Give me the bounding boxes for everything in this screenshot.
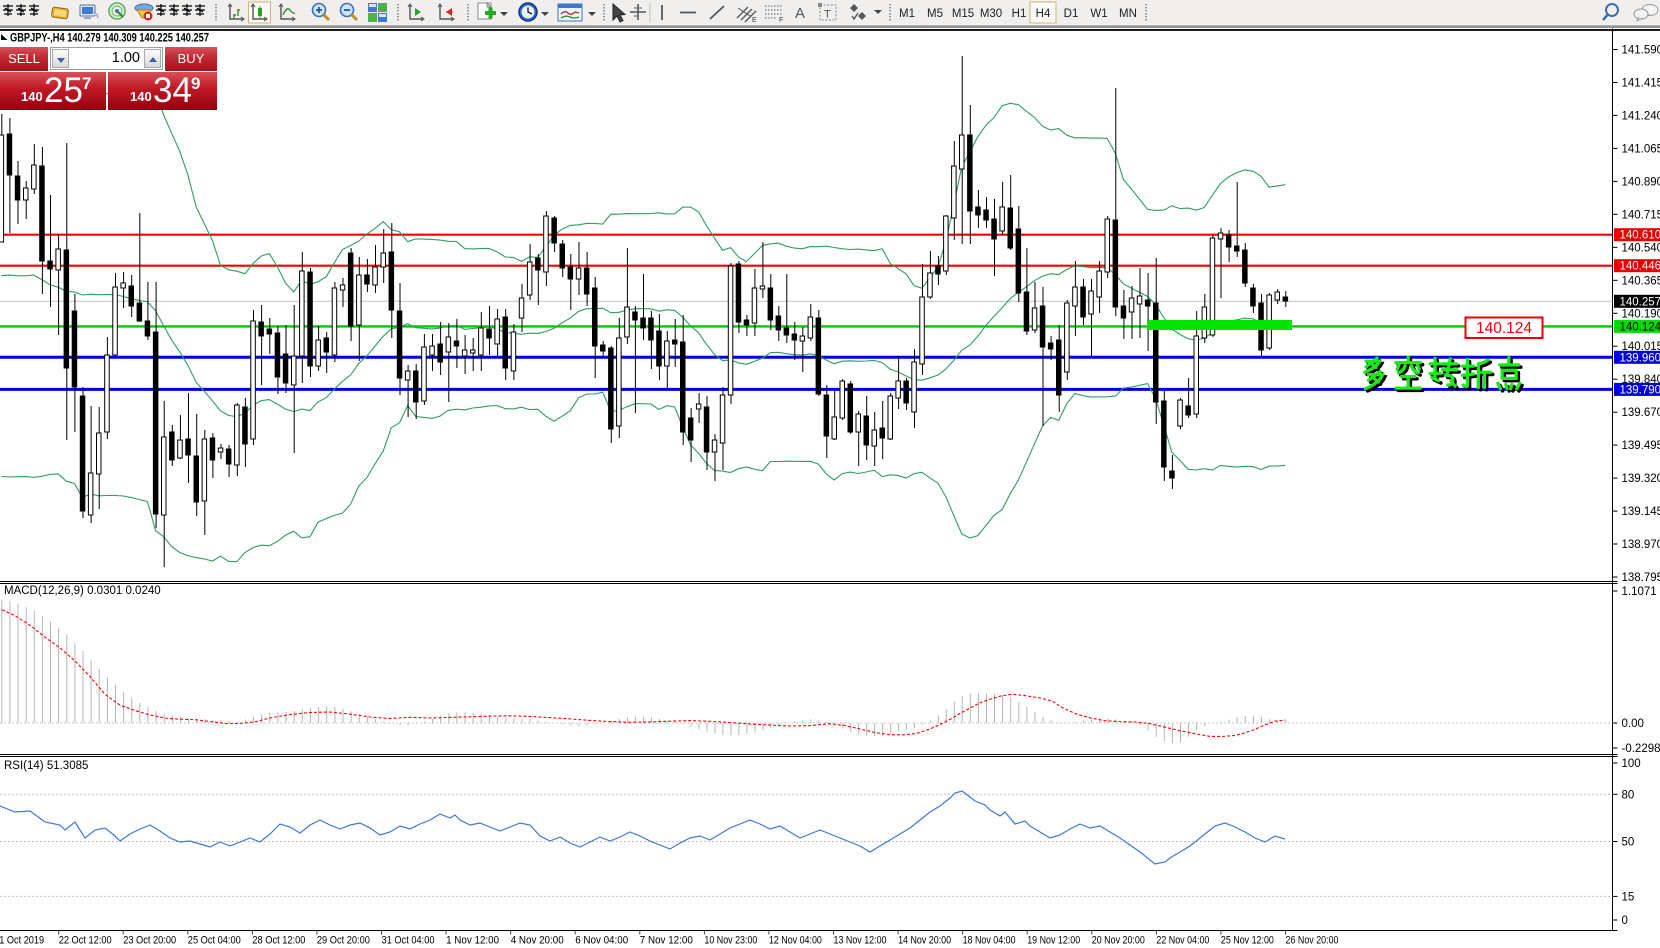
svg-text:18 Nov 04:00: 18 Nov 04:00 bbox=[963, 935, 1016, 947]
svg-text:4 Nov 20:00: 4 Nov 20:00 bbox=[511, 935, 564, 947]
svg-text:M15: M15 bbox=[952, 8, 974, 20]
svg-text:M30: M30 bbox=[980, 8, 1002, 20]
svg-text:21 Oct 2019: 21 Oct 2019 bbox=[0, 935, 44, 947]
svg-text:25 Oct 04:00: 25 Oct 04:00 bbox=[188, 935, 241, 947]
svg-text:100: 100 bbox=[1622, 758, 1641, 770]
svg-text:31 Oct 04:00: 31 Oct 04:00 bbox=[382, 935, 435, 947]
svg-text:140.610: 140.610 bbox=[1620, 230, 1660, 242]
svg-text:28 Oct 12:00: 28 Oct 12:00 bbox=[252, 935, 305, 947]
svg-text:140.365: 140.365 bbox=[1622, 275, 1660, 287]
svg-text:0: 0 bbox=[1622, 915, 1628, 927]
svg-text:141.590: 141.590 bbox=[1622, 45, 1660, 57]
svg-text:1.1071: 1.1071 bbox=[1622, 586, 1657, 598]
svg-text:139.790: 139.790 bbox=[1620, 384, 1660, 396]
svg-text:23 Oct 20:00: 23 Oct 20:00 bbox=[123, 935, 176, 947]
svg-text:1 Nov 12:00: 1 Nov 12:00 bbox=[446, 935, 499, 947]
svg-text:MN: MN bbox=[1119, 8, 1137, 20]
svg-text:6 Nov 04:00: 6 Nov 04:00 bbox=[575, 935, 628, 947]
svg-text:139.960: 139.960 bbox=[1620, 352, 1660, 364]
svg-text:E: E bbox=[752, 17, 757, 24]
svg-text:50: 50 bbox=[1622, 837, 1635, 849]
svg-text:140.540: 140.540 bbox=[1622, 242, 1660, 254]
svg-text:140.890: 140.890 bbox=[1622, 176, 1660, 188]
svg-text:140.124: 140.124 bbox=[1476, 320, 1532, 337]
svg-text:0.00: 0.00 bbox=[1622, 718, 1644, 730]
svg-text:139.670: 139.670 bbox=[1622, 407, 1660, 419]
svg-text:W1: W1 bbox=[1090, 8, 1107, 20]
svg-text:RSI(14) 51.3085: RSI(14) 51.3085 bbox=[4, 760, 88, 772]
svg-text:22 Nov 04:00: 22 Nov 04:00 bbox=[1156, 935, 1209, 947]
svg-text:10 Nov 23:00: 10 Nov 23:00 bbox=[704, 935, 757, 947]
svg-text:GBPJPY-,H4 140.279 140.309 14: GBPJPY-,H4 140.279 140.309 140.225 140.2… bbox=[10, 31, 209, 45]
svg-text:D1: D1 bbox=[1064, 8, 1079, 20]
svg-text:12 Nov 04:00: 12 Nov 04:00 bbox=[769, 935, 822, 947]
svg-text:-0.2298: -0.2298 bbox=[1622, 743, 1660, 755]
svg-text:F: F bbox=[779, 17, 783, 24]
svg-text:29 Oct 20:00: 29 Oct 20:00 bbox=[317, 935, 370, 947]
svg-text:M5: M5 bbox=[927, 8, 943, 20]
svg-text:140.190: 140.190 bbox=[1622, 308, 1660, 320]
svg-text:14 Nov 20:00: 14 Nov 20:00 bbox=[898, 935, 951, 947]
svg-text:H4: H4 bbox=[1036, 8, 1051, 20]
svg-text:140.715: 140.715 bbox=[1622, 209, 1660, 221]
svg-text:140.446: 140.446 bbox=[1620, 261, 1660, 273]
svg-text:138.795: 138.795 bbox=[1622, 572, 1660, 584]
svg-text:7 Nov 12:00: 7 Nov 12:00 bbox=[640, 935, 693, 947]
svg-text:15: 15 bbox=[1622, 891, 1635, 903]
svg-text:141.240: 141.240 bbox=[1622, 110, 1660, 122]
svg-text:M1: M1 bbox=[899, 8, 915, 20]
svg-text:139.145: 139.145 bbox=[1622, 506, 1660, 518]
svg-text:MACD(12,26,9) 0.0301 0.0240: MACD(12,26,9) 0.0301 0.0240 bbox=[4, 585, 161, 597]
svg-text:19 Nov 12:00: 19 Nov 12:00 bbox=[1027, 935, 1080, 947]
svg-text:138.970: 138.970 bbox=[1622, 539, 1660, 551]
svg-text:H1: H1 bbox=[1012, 8, 1027, 20]
svg-text:20 Nov 20:00: 20 Nov 20:00 bbox=[1092, 935, 1145, 947]
svg-text:140.257: 140.257 bbox=[1620, 296, 1660, 308]
svg-text:141.065: 141.065 bbox=[1622, 143, 1660, 155]
svg-text:141.415: 141.415 bbox=[1622, 78, 1660, 90]
svg-text:139.495: 139.495 bbox=[1622, 440, 1660, 452]
svg-text:22 Oct 12:00: 22 Oct 12:00 bbox=[59, 935, 112, 947]
svg-text:139.320: 139.320 bbox=[1622, 473, 1660, 485]
svg-text:T: T bbox=[824, 9, 831, 21]
svg-text:13 Nov 12:00: 13 Nov 12:00 bbox=[834, 935, 887, 947]
svg-text:A: A bbox=[795, 5, 805, 22]
svg-text:140.124: 140.124 bbox=[1620, 321, 1660, 333]
svg-text:80: 80 bbox=[1622, 789, 1635, 801]
svg-text:26 Nov 20:00: 26 Nov 20:00 bbox=[1286, 935, 1339, 947]
svg-text:25 Nov 12:00: 25 Nov 12:00 bbox=[1221, 935, 1274, 947]
svg-text:140.015: 140.015 bbox=[1622, 341, 1660, 353]
